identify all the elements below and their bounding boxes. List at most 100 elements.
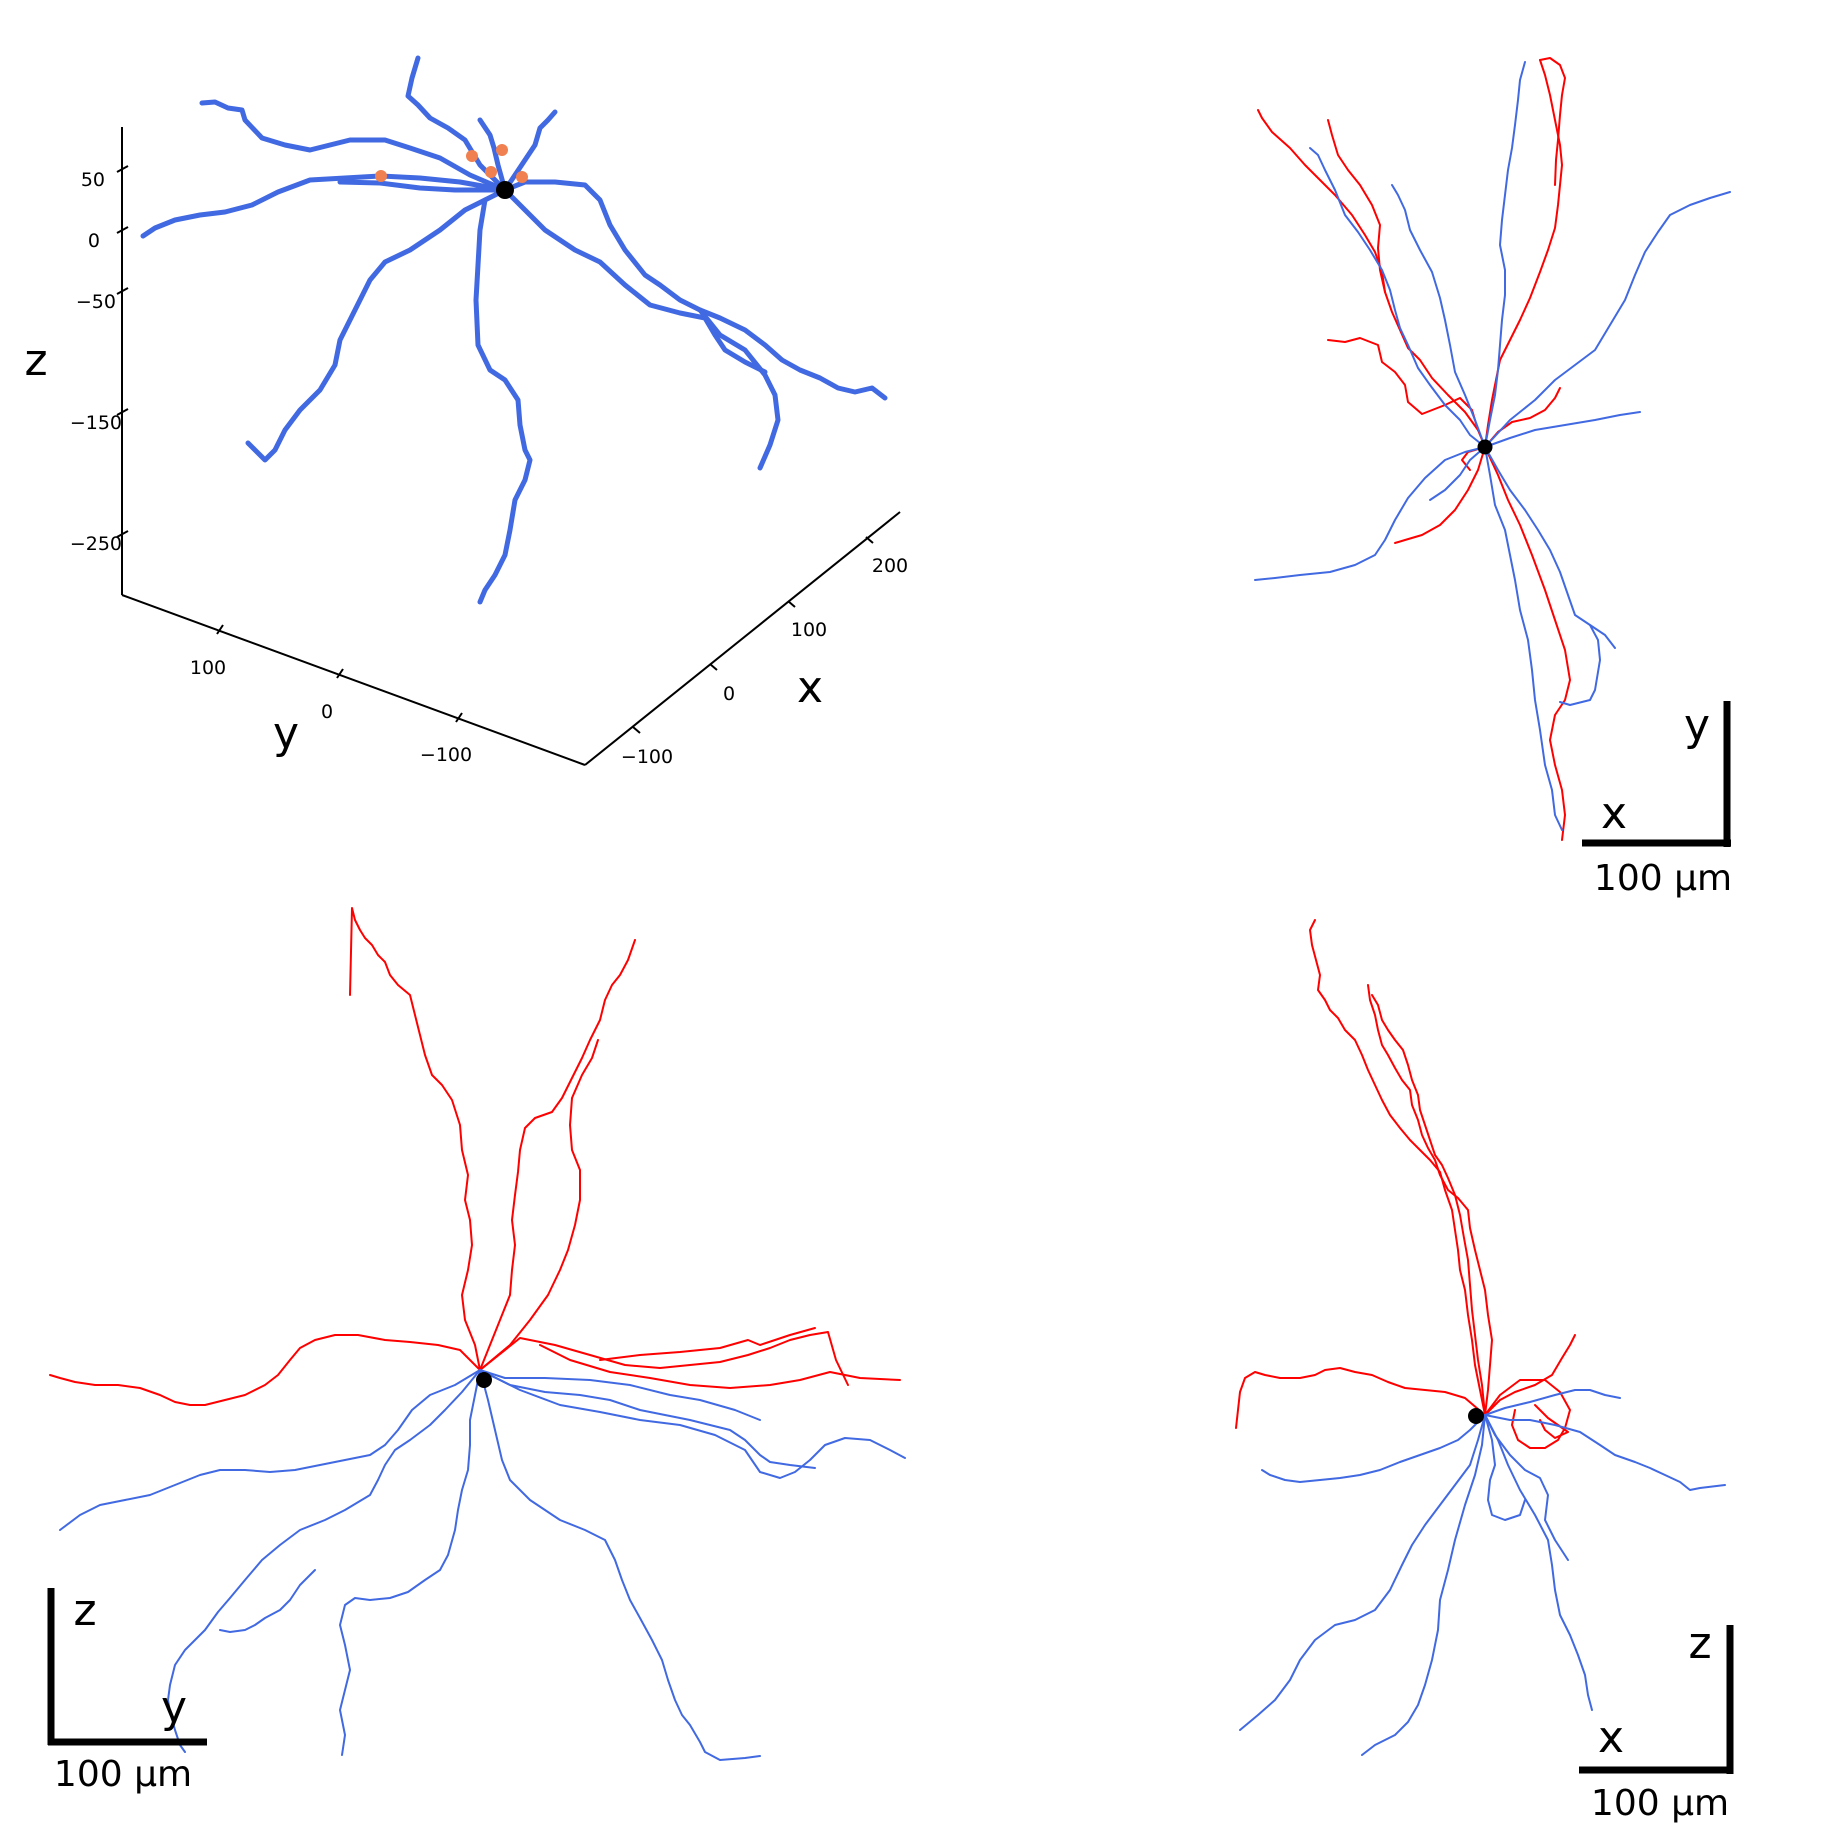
basal-branch <box>1429 446 1486 501</box>
basal-branch <box>479 1369 816 1469</box>
apical-branch <box>599 1327 816 1361</box>
scale-label: 100 μm <box>1591 1783 1729 1824</box>
basal-branch <box>1254 446 1486 581</box>
vertical-axis-label: y <box>1684 700 1710 751</box>
basal-branch <box>1484 1414 1726 1491</box>
marker-point <box>466 150 478 162</box>
basal-branch <box>1484 1414 1526 1521</box>
scale-label: 100 μm <box>54 1754 192 1795</box>
y-tick-label: 0 <box>321 701 333 723</box>
z-tick-label: 0 <box>88 230 100 252</box>
horizontal-axis-label: y <box>161 1682 187 1733</box>
dendrite-branch <box>473 197 533 605</box>
marker-point <box>375 170 387 182</box>
basal-branch <box>1391 184 1486 448</box>
y-tick-label: 100 <box>190 657 226 679</box>
y-tick-label: −100 <box>420 744 472 766</box>
z-axis-label: z <box>24 335 47 386</box>
soma <box>1468 1408 1484 1424</box>
marker-points <box>375 144 528 183</box>
z-tick-label: −50 <box>76 291 116 313</box>
apical-branch <box>1394 446 1486 544</box>
dendrite-branch <box>477 117 508 193</box>
dendrite-branch <box>502 187 768 375</box>
apical-branch <box>1534 1404 1569 1439</box>
basal-branch <box>1309 147 1486 448</box>
basal-dendrites-xy <box>1254 61 1731 831</box>
dendrite-branch <box>502 179 888 401</box>
basal-branch <box>1484 411 1641 448</box>
apical-branch <box>479 1331 849 1386</box>
vertical-axis-label: z <box>1688 1618 1711 1669</box>
basal-branch <box>1484 1414 1593 1711</box>
apical-branch <box>1367 984 1493 1416</box>
basal-branch <box>1484 446 1563 831</box>
apical-branch <box>1484 446 1571 841</box>
horizontal-axis-label: x <box>1601 788 1627 839</box>
basal-branch <box>1361 1414 1486 1756</box>
x-tick-label: 100 <box>791 619 827 641</box>
y-axis-line <box>121 594 586 766</box>
basal-branch <box>1261 1414 1486 1483</box>
soma <box>1477 439 1493 455</box>
panel-3d: 50 0 −50 −150 −250 100 0 −100 −100 0 100… <box>24 55 908 768</box>
basal-branch <box>219 1569 316 1633</box>
x-tick-label: 0 <box>723 683 735 705</box>
panel-yz: z y 100 μm <box>47 907 906 1795</box>
apical-branch <box>1539 57 1566 186</box>
basal-branch <box>1484 1414 1569 1561</box>
basal-branch <box>479 1369 761 1761</box>
scale-bar-xz <box>1579 1625 1734 1774</box>
apical-branch <box>1327 337 1486 448</box>
z-tick-label: 50 <box>81 169 105 191</box>
apical-branch <box>1327 119 1386 293</box>
apical-branch <box>479 1039 599 1371</box>
dendrite-branch <box>337 179 508 193</box>
apical-dendrites-xy <box>1257 57 1571 841</box>
horizontal-axis-label: x <box>1598 1712 1624 1763</box>
marker-point <box>496 144 508 156</box>
marker-point <box>516 171 528 183</box>
basal-branch <box>1239 1414 1486 1731</box>
soma <box>476 1372 492 1388</box>
apical-branch <box>1484 387 1561 448</box>
x-tick-label: −100 <box>621 746 673 768</box>
basal-branch <box>1559 624 1601 706</box>
dendrite-branch <box>199 99 508 193</box>
z-tick-label: −250 <box>70 533 122 555</box>
dendrite-branch <box>697 307 781 471</box>
z-tick-label: −150 <box>70 412 122 434</box>
apical-branch <box>1371 994 1486 1416</box>
basal-branch <box>339 1369 481 1756</box>
marker-point <box>485 166 497 178</box>
apical-dendrites-xz <box>1235 919 1576 1449</box>
x-tick-label: 200 <box>872 555 908 577</box>
basal-branch <box>1484 191 1731 448</box>
apical-branch <box>1235 1367 1486 1429</box>
dendrite-branch <box>140 173 508 239</box>
soma <box>496 181 514 199</box>
panel-xy: y x 100 μm <box>1254 57 1732 899</box>
apical-branch <box>1257 109 1479 431</box>
scale-label: 100 μm <box>1594 858 1732 899</box>
basal-branch <box>1484 1389 1621 1416</box>
apical-branch <box>539 1344 901 1389</box>
apical-branch <box>349 907 481 1371</box>
apical-branch <box>479 939 636 1371</box>
basal-branch <box>1484 446 1616 649</box>
x-axis-line <box>584 511 901 766</box>
vertical-axis-label: z <box>73 1585 96 1636</box>
x-axis-label: x <box>797 662 823 713</box>
basal-branch <box>1484 61 1526 448</box>
dendrites-3d <box>140 55 888 605</box>
apical-branch <box>1309 919 1486 1416</box>
basal-dendrites-xz <box>1239 1389 1726 1756</box>
apical-dendrites-yz <box>49 907 901 1406</box>
apical-branch <box>49 1334 481 1406</box>
basal-branch <box>479 1369 906 1479</box>
axes-3d-frame <box>116 127 901 766</box>
dendrite-branch <box>502 109 558 193</box>
dendrite-branch <box>245 187 508 463</box>
basal-branch <box>59 1369 481 1531</box>
